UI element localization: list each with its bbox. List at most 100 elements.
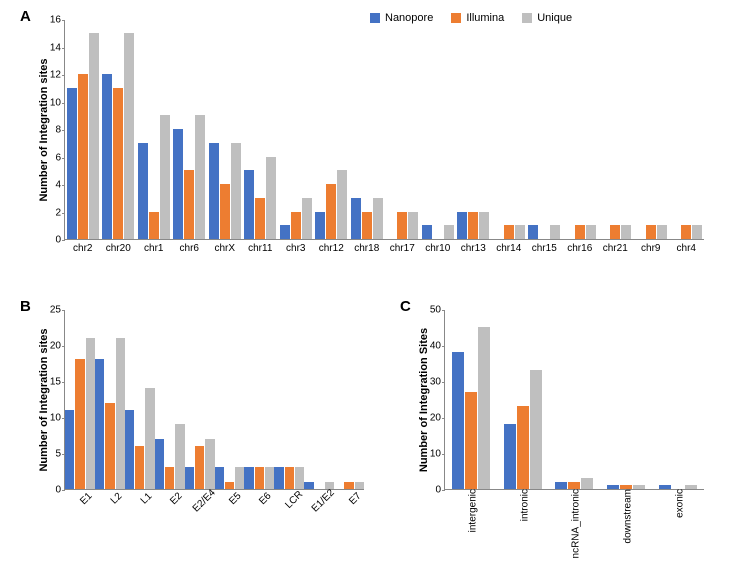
- y-tick-mark: [62, 103, 65, 104]
- x-label: intronic: [515, 489, 530, 521]
- bar-illumina: [362, 212, 372, 240]
- bar-illumina: [681, 225, 691, 239]
- bar-nanopore: [304, 482, 313, 489]
- bar-illumina: [105, 403, 114, 489]
- bar-illumina: [397, 212, 407, 240]
- bar-group: E2/E4: [185, 310, 215, 489]
- bar-unique: [657, 225, 667, 239]
- bar-illumina: [195, 446, 204, 489]
- x-label: E6: [253, 486, 274, 507]
- chart-a-y-title: Number of Integration sites: [38, 50, 50, 210]
- bar-group: E6: [244, 310, 274, 489]
- bar-group: chr12: [314, 20, 350, 239]
- y-tick-mark: [62, 418, 65, 419]
- bar-nanopore: [555, 482, 567, 489]
- x-label: L2: [104, 487, 124, 507]
- bar-group: chr1: [136, 20, 172, 239]
- x-label: chr10: [425, 239, 450, 254]
- y-tick-mark: [62, 346, 65, 347]
- x-label: downstream: [619, 489, 634, 543]
- bar-illumina: [149, 212, 159, 240]
- chart-a-plot: chr2chr20chr1chr6chrXchr11chr3chr12chr18…: [64, 20, 704, 240]
- chart-c-bars: intergenicintronicncRNA_intronicdownstre…: [445, 310, 704, 489]
- chart-a-bars: chr2chr20chr1chr6chrXchr11chr3chr12chr18…: [65, 20, 704, 239]
- bar-unique: [89, 33, 99, 239]
- bar-nanopore: [102, 74, 112, 239]
- bar-nanopore: [351, 198, 361, 239]
- y-tick-mark: [62, 48, 65, 49]
- y-tick-mark: [62, 240, 65, 241]
- bar-unique: [685, 485, 697, 489]
- bar-nanopore: [607, 485, 619, 489]
- bar-unique: [692, 225, 702, 239]
- bar-group: E5: [215, 310, 245, 489]
- x-label: E5: [223, 486, 244, 507]
- y-tick-mark: [62, 310, 65, 311]
- bar-nanopore: [209, 143, 219, 239]
- bar-illumina: [220, 184, 230, 239]
- bar-illumina: [465, 392, 477, 489]
- bar-group: chr14: [491, 20, 527, 239]
- bar-unique: [195, 115, 205, 239]
- bar-unique: [145, 388, 154, 489]
- bar-unique: [530, 370, 542, 489]
- bar-unique: [478, 327, 490, 489]
- bar-nanopore: [138, 143, 148, 239]
- y-tick-mark: [62, 75, 65, 76]
- x-label: chr15: [532, 239, 557, 254]
- bar-nanopore: [244, 170, 254, 239]
- panel-b-label: B: [20, 298, 31, 315]
- x-label: E2: [164, 486, 185, 507]
- x-label: chr20: [106, 239, 131, 254]
- bar-unique: [265, 467, 274, 489]
- bar-unique: [295, 467, 304, 489]
- bar-illumina: [575, 225, 585, 239]
- chart-b-y-title: Number of Integration sites: [38, 320, 50, 480]
- x-label: chr4: [677, 239, 696, 254]
- bar-group: chr4: [669, 20, 705, 239]
- bar-group: L2: [95, 310, 125, 489]
- bar-group: intronic: [497, 310, 549, 489]
- x-label: chr11: [248, 239, 272, 254]
- bar-unique: [266, 157, 276, 240]
- chart-b: Number of Integration sites E1L2L1E2E2/E…: [64, 310, 364, 490]
- x-label: intergenic: [463, 489, 478, 532]
- bar-unique: [479, 212, 489, 240]
- bar-group: chr10: [420, 20, 456, 239]
- bar-illumina: [568, 482, 580, 489]
- bar-group: ncRNA_intronic: [549, 310, 601, 489]
- x-label: chr12: [319, 239, 344, 254]
- y-tick-mark: [62, 454, 65, 455]
- bar-illumina: [135, 446, 144, 489]
- bar-group: E7: [334, 310, 364, 489]
- bar-nanopore: [65, 410, 74, 489]
- bar-nanopore: [173, 129, 183, 239]
- bar-illumina: [78, 74, 88, 239]
- y-tick-mark: [442, 382, 445, 383]
- y-tick-mark: [62, 130, 65, 131]
- bar-nanopore: [280, 225, 290, 239]
- bar-nanopore: [504, 424, 516, 489]
- chart-b-plot: E1L2L1E2E2/E4E5E6LCRE1/E2E7 0510152025: [64, 310, 364, 490]
- bar-unique: [444, 225, 454, 239]
- bar-group: chr18: [349, 20, 385, 239]
- bar-group: chr17: [385, 20, 421, 239]
- x-label: chr18: [354, 239, 379, 254]
- bar-unique: [205, 439, 214, 489]
- bar-group: chr15: [527, 20, 563, 239]
- bar-nanopore: [155, 439, 164, 489]
- y-tick-mark: [62, 185, 65, 186]
- bar-unique: [633, 485, 645, 489]
- y-tick-mark: [62, 158, 65, 159]
- bar-group: E1/E2: [304, 310, 334, 489]
- x-label: chr14: [496, 239, 521, 254]
- bar-group: chr13: [456, 20, 492, 239]
- bar-group: chr20: [101, 20, 137, 239]
- x-label: chr21: [603, 239, 628, 254]
- bar-nanopore: [457, 212, 467, 240]
- bar-illumina: [255, 198, 265, 239]
- x-label: chr2: [73, 239, 92, 254]
- bar-group: L1: [125, 310, 155, 489]
- bar-group: chrX: [207, 20, 243, 239]
- bar-unique: [124, 33, 134, 239]
